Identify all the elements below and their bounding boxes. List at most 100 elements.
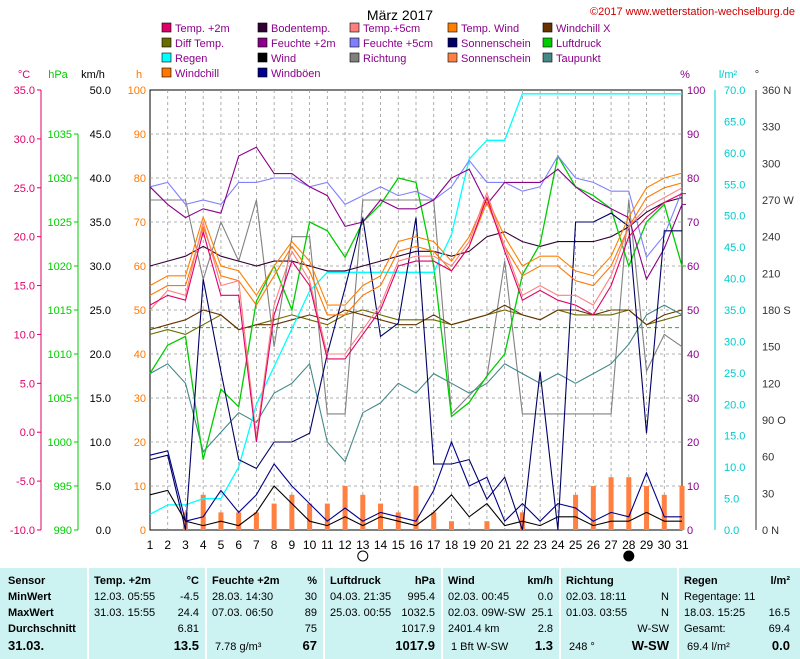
axis-tick-temp: -5.0: [16, 476, 35, 488]
legend-label: Wind: [271, 53, 296, 65]
sunshine-bar: [679, 486, 685, 530]
axis-tick-wind: 30.0: [90, 261, 111, 273]
x-tick-label: 19: [463, 538, 477, 552]
temp-header: Temp. +2m: [94, 575, 151, 587]
axis-tick-temp: 15.0: [14, 281, 35, 293]
axis-tick-temp: 35.0: [14, 85, 35, 97]
summary-table: Sensor MinWert MaxWert Durchschnitt 31.0…: [0, 566, 800, 659]
temp-max: 24.4: [177, 607, 199, 619]
axis-tick-direction: 270 W: [762, 195, 794, 207]
sunshine-bar: [431, 512, 437, 530]
sunshine-bar: [661, 494, 667, 530]
rain-days: Regentage: 11: [684, 591, 756, 603]
humidity-max: 89: [304, 607, 317, 619]
wind-header: Wind: [448, 575, 475, 587]
axis-tick-wind: 35.0: [90, 217, 111, 229]
axis-tick-percent: 90: [687, 129, 699, 141]
axis-tick-percent: 70: [687, 217, 699, 229]
axis-tick-percent: 100: [687, 85, 705, 97]
axis-tick-rain: 65.0: [724, 116, 745, 128]
x-tick-label: 25: [569, 538, 583, 552]
x-tick-label: 22: [516, 538, 530, 552]
axis-tick-wind: 20.0: [90, 349, 111, 361]
rain-max: 16.5: [768, 607, 790, 619]
axis-tick-wind: 10.0: [90, 437, 111, 449]
plot-area: 1 2 3 4 5 6 7 8 9 10 11 12 13 14 15 16 17 18 19 20 21 22 23 24 2…: [147, 89, 689, 562]
legend-label: Temp. +2m: [175, 23, 230, 35]
x-tick-label: 30: [658, 538, 672, 552]
wind-distance: 2401.4 km: [448, 623, 500, 635]
legend-label: Sonnenschein: [461, 38, 531, 50]
axis-tick-pressure: 1030: [48, 173, 72, 185]
temp-max-time: 31.03. 15:55: [94, 607, 156, 619]
direction-current: W-SW: [631, 638, 669, 653]
axis-tick-percent: 20: [687, 437, 699, 449]
axis-tick-direction: 120: [762, 378, 780, 390]
axis-tick-pressure: 995: [54, 481, 72, 493]
wind-max: 25.1: [531, 607, 553, 619]
axis-tick-pressure: 1035: [48, 129, 72, 141]
axis-tick-direction: 210: [762, 268, 780, 280]
axis-unit-hours: h: [136, 69, 142, 81]
axis-tick-hours: 60: [134, 261, 146, 273]
axis-tick-pressure: 1020: [48, 261, 72, 273]
temp-unit: °C: [186, 575, 199, 587]
axis-tick-direction: 60: [762, 452, 774, 464]
axis-tick-percent: 60: [687, 261, 699, 273]
x-tick-label: 21: [498, 538, 512, 552]
x-tick-label: 20: [480, 538, 494, 552]
axis-tick-pressure: 1000: [48, 437, 72, 449]
axis-tick-temp: 10.0: [14, 329, 35, 341]
legend-swatch: [349, 37, 360, 48]
wind-unit: km/h: [527, 575, 553, 587]
x-tick-label: 1: [147, 538, 154, 552]
sunshine-bar: [289, 494, 295, 530]
axis-unit-rain: l/m²: [719, 69, 738, 81]
axis-tick-rain: 45.0: [724, 242, 745, 254]
series-line-feuchte5cm: [149, 155, 683, 259]
axis-units: °C hPa km/h h% l/m² °: [18, 69, 759, 81]
legend-swatch: [257, 37, 268, 48]
copyright-text: ©2017 www.wetterstation-wechselburg.de: [590, 6, 795, 18]
axis-tick-temp: 30.0: [14, 134, 35, 146]
sunshine-bar: [360, 494, 366, 530]
series-line-luftdruck: [149, 154, 683, 460]
sunshine-bar: [448, 521, 454, 530]
x-tick-label: 29: [640, 538, 654, 552]
direction-avg: W-SW: [637, 623, 669, 635]
axis-tick-rain: 10.0: [724, 462, 745, 474]
pressure-header: Luftdruck: [330, 575, 381, 587]
summary-pressure-panel: Luftdruck hPa 04.03. 21:35 995.4 25.03. …: [325, 566, 441, 659]
wind-beaufort: 1 Bft W-SW: [451, 641, 509, 653]
legend-label: Diff Temp.: [175, 38, 224, 50]
axis-tick-direction: 240: [762, 232, 780, 244]
axis-unit-wind: km/h: [81, 69, 105, 81]
legend-swatch: [257, 52, 268, 63]
direction-max: N: [661, 607, 669, 619]
direction-max-time: 01.03. 03:55: [566, 607, 628, 619]
series-line-feuchte2m: [149, 146, 683, 281]
humidity-header: Feuchte +2m: [212, 575, 280, 587]
axis-tick-rain: 0.0: [724, 525, 739, 537]
axis-tick-rain: 15.0: [724, 431, 745, 443]
legend-swatch: [257, 22, 268, 33]
sunshine-bar: [484, 521, 490, 530]
axis-tick-percent: 0: [687, 525, 693, 537]
sensor-label: Sensor: [8, 575, 46, 587]
axis-tick-direction: 30: [762, 488, 774, 500]
x-tick-label: 5: [218, 538, 225, 552]
axis-tick-pressure: 990: [54, 525, 72, 537]
pressure-max: 1032.5: [401, 607, 435, 619]
direction-degrees: 248 °: [569, 641, 595, 653]
axis-tick-temp: 0.0: [20, 427, 35, 439]
series-line-sonnenschein: [149, 212, 682, 531]
axis-tick-temp: 25.0: [14, 183, 35, 195]
legend-label: Richtung: [363, 53, 406, 65]
legend-label: Windchill: [175, 68, 219, 80]
legend-label: Feuchte +2m: [271, 38, 336, 50]
rain-total-all: 69.4 l/m²: [687, 641, 730, 653]
axis-tick-wind: 45.0: [90, 129, 111, 141]
legend-label: Taupunkt: [556, 53, 601, 65]
axis-tick-wind: 0.0: [96, 525, 111, 537]
x-tick-label: 17: [427, 538, 441, 552]
